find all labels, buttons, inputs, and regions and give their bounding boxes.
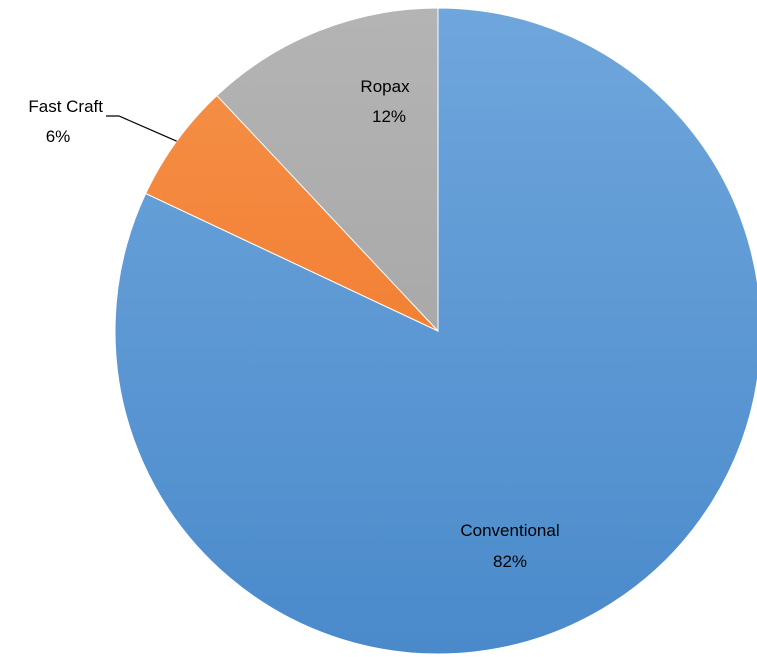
leader-lines bbox=[106, 115, 177, 142]
fast-craft-slice bbox=[145, 94, 439, 332]
conventional-name-label: Conventional bbox=[460, 521, 559, 540]
ropax-slice bbox=[216, 7, 439, 333]
slice-labels: Conventional 82% Fast Craft 6% Ropax 12% bbox=[28, 77, 559, 571]
ropax-percent-label: 12% bbox=[372, 107, 406, 126]
fast-craft-percent-label: 6% bbox=[46, 127, 71, 146]
fast-craft-name-label: Fast Craft bbox=[28, 97, 103, 116]
pie-slices bbox=[114, 7, 757, 655]
ropax-name-label: Ropax bbox=[360, 77, 410, 96]
fast-craft-leader-line bbox=[106, 115, 177, 142]
conventional-slice bbox=[114, 7, 757, 655]
conventional-percent-label: 82% bbox=[493, 552, 527, 571]
